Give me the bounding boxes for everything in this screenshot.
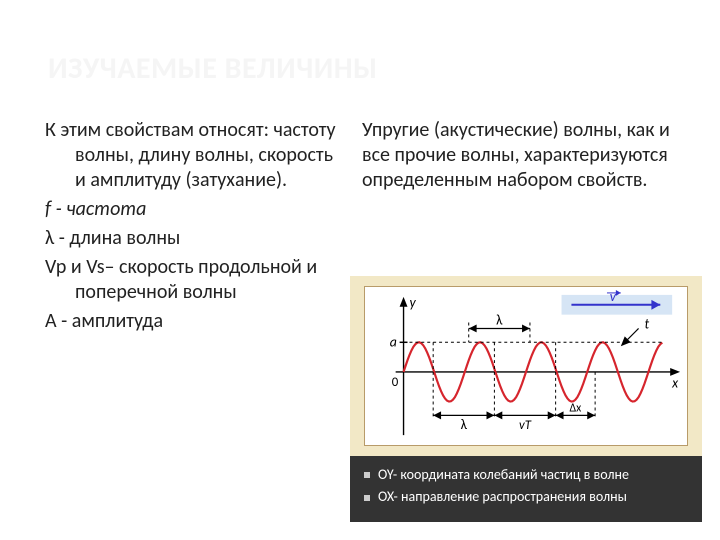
caption-oy-row: OY- координата колебаний частиц в волне (364, 464, 688, 486)
axis-label-a: a (390, 333, 397, 350)
bullet-icon (364, 472, 370, 478)
dim-lambda-top: λ (469, 312, 530, 333)
svg-text:t: t (645, 315, 650, 332)
diagram-inner: v (364, 286, 688, 446)
v-vector-label: v (610, 288, 617, 305)
dim-dx: Δx (556, 401, 596, 419)
right-text: Упругие (акустические) волны, как и все … (362, 118, 672, 193)
diagram-caption-panel: OY- координата колебаний частиц в волне … (350, 456, 702, 522)
intro-text: К этим свойствам относят: частоту волны,… (45, 118, 340, 193)
def-frequency: f - частота (45, 197, 340, 222)
dim-vT: vT (494, 411, 555, 433)
def-wavelength: λ - длина волны (45, 226, 340, 251)
bullet-icon (364, 495, 370, 501)
caption-ox-row: OX- направление распространения волны (364, 486, 688, 508)
svg-text:vT: vT (519, 418, 532, 433)
t-arrow: t (621, 315, 650, 346)
axis-label-zero: 0 (392, 375, 399, 390)
axis-label-x: x (671, 375, 679, 392)
def-velocity: Vp и Vs– скорость продольной и поперечно… (45, 255, 340, 305)
axis-label-y: y (409, 294, 416, 311)
left-column: К этим свойствам относят: частоту волны,… (45, 118, 340, 338)
slide: ИЗУЧАЕМЫЕ ВЕЛИЧИНЫ К этим свойствам отно… (0, 0, 720, 540)
wave-svg: v (365, 287, 687, 445)
def-amplitude: A - амплитуда (45, 309, 340, 334)
svg-text:λ: λ (496, 312, 503, 329)
slide-title: ИЗУЧАЕМЫЕ ВЕЛИЧИНЫ (48, 50, 668, 87)
svg-text:λ: λ (461, 416, 468, 433)
right-column: Упругие (акустические) волны, как и все … (362, 118, 672, 193)
caption-oy: OY- координата колебаний частиц в волне (378, 464, 629, 486)
caption-ox: OX- направление распространения волны (378, 486, 627, 508)
wave-diagram: v (350, 276, 702, 526)
dim-lambda-bottom: λ (433, 411, 494, 433)
svg-text:Δx: Δx (569, 401, 581, 415)
axis-y-arrow (400, 297, 408, 307)
